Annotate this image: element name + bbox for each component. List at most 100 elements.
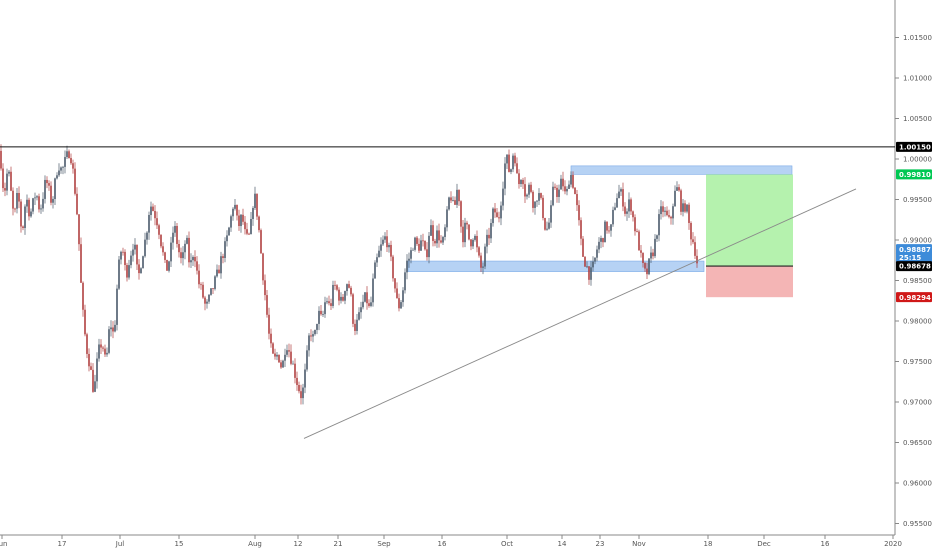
candle-body — [682, 203, 684, 212]
candle-body — [140, 268, 142, 274]
candle-body — [106, 352, 108, 355]
candle-body — [264, 280, 266, 296]
candle-body — [212, 288, 214, 290]
candle-body — [82, 282, 84, 310]
candle-body — [646, 268, 648, 275]
candle-body — [304, 369, 306, 388]
candle-body — [424, 240, 426, 250]
candle-body — [30, 211, 32, 217]
candle-body — [158, 225, 160, 235]
price-badge-text-countdown: 25:15 — [899, 254, 921, 262]
candle-body — [110, 327, 112, 330]
x-tick-label: 23 — [596, 540, 605, 548]
candle-body — [572, 175, 574, 188]
candle-body — [150, 206, 152, 215]
candle-body — [384, 236, 386, 240]
candle-body — [362, 301, 364, 308]
candle-body — [588, 266, 590, 280]
x-tick-label: Jun — [0, 540, 7, 548]
candle-body — [672, 206, 674, 219]
candle-body — [514, 155, 516, 164]
candle-body — [534, 201, 536, 208]
candle-body — [282, 360, 284, 368]
candle-body — [280, 362, 282, 368]
candle-body — [298, 385, 300, 392]
demand-zone — [407, 260, 705, 272]
candle-body — [180, 252, 182, 259]
candle-body — [526, 194, 528, 197]
candle-body — [190, 260, 192, 263]
candle-body — [72, 163, 74, 169]
candle-body — [36, 196, 38, 198]
candle-body — [694, 242, 696, 256]
candle-body — [458, 189, 460, 202]
candle-body — [488, 234, 490, 239]
candle-body — [524, 184, 526, 197]
candle-body — [86, 334, 88, 354]
candle-body — [24, 206, 26, 228]
price-badge-stop — [896, 292, 932, 303]
candle-body — [684, 203, 686, 212]
candle-body — [40, 208, 42, 210]
candle-body — [574, 187, 576, 195]
candle-body — [358, 312, 360, 320]
candle-body — [378, 250, 380, 258]
candle-body — [302, 387, 304, 399]
candle-body — [394, 278, 396, 289]
y-tick-label: 1.00000 — [903, 156, 932, 164]
candle-body — [12, 190, 14, 209]
candle-body — [530, 184, 532, 192]
candle-body — [654, 238, 656, 257]
candle-body — [10, 171, 12, 191]
candle-body — [32, 198, 34, 212]
candle-body — [412, 249, 414, 251]
candle-body — [56, 175, 58, 179]
candle-body — [26, 199, 28, 207]
candle-body — [346, 284, 348, 292]
price-badge-text-resistance: 1.00150 — [899, 143, 931, 151]
candle-body — [512, 155, 514, 170]
candle-body — [0, 150, 2, 169]
candle-body — [444, 227, 446, 237]
candle-body — [228, 227, 230, 236]
candle-body — [400, 302, 402, 309]
candle-body — [518, 173, 520, 185]
x-tick-label: 15 — [175, 540, 184, 548]
candle-body — [172, 232, 174, 243]
candle-body — [216, 269, 218, 277]
candle-body — [204, 297, 206, 304]
candle-body — [508, 154, 510, 172]
price-badge-target — [896, 169, 932, 180]
y-tick-label: 1.00500 — [903, 115, 932, 123]
candle-body — [254, 193, 256, 209]
candle-body — [616, 198, 618, 208]
candle-body — [168, 261, 170, 271]
candle-body — [60, 167, 62, 171]
candle-body — [552, 186, 554, 206]
candle-body — [490, 223, 492, 239]
candle-body — [388, 244, 390, 248]
candle-body — [148, 214, 150, 233]
candle-body — [548, 222, 550, 229]
candle-body — [504, 163, 506, 189]
candle-body — [448, 197, 450, 210]
candle-body — [114, 324, 116, 332]
candle-body — [568, 184, 570, 189]
candle-body — [238, 215, 240, 227]
candle-body — [630, 199, 632, 212]
candle-body — [566, 188, 568, 192]
candle-body — [232, 208, 234, 217]
candle-body — [354, 323, 356, 331]
price-badge-entry — [896, 261, 932, 272]
candle-body — [382, 239, 384, 245]
candle-body — [686, 204, 688, 212]
candle-body — [562, 178, 564, 187]
x-tick-label: Aug — [248, 540, 262, 548]
candle-body — [386, 236, 388, 248]
y-tick-label: 0.96500 — [903, 439, 932, 447]
candle-body — [366, 292, 368, 304]
candle-body — [198, 270, 200, 285]
candle-body — [206, 301, 208, 304]
candle-body — [126, 265, 128, 278]
